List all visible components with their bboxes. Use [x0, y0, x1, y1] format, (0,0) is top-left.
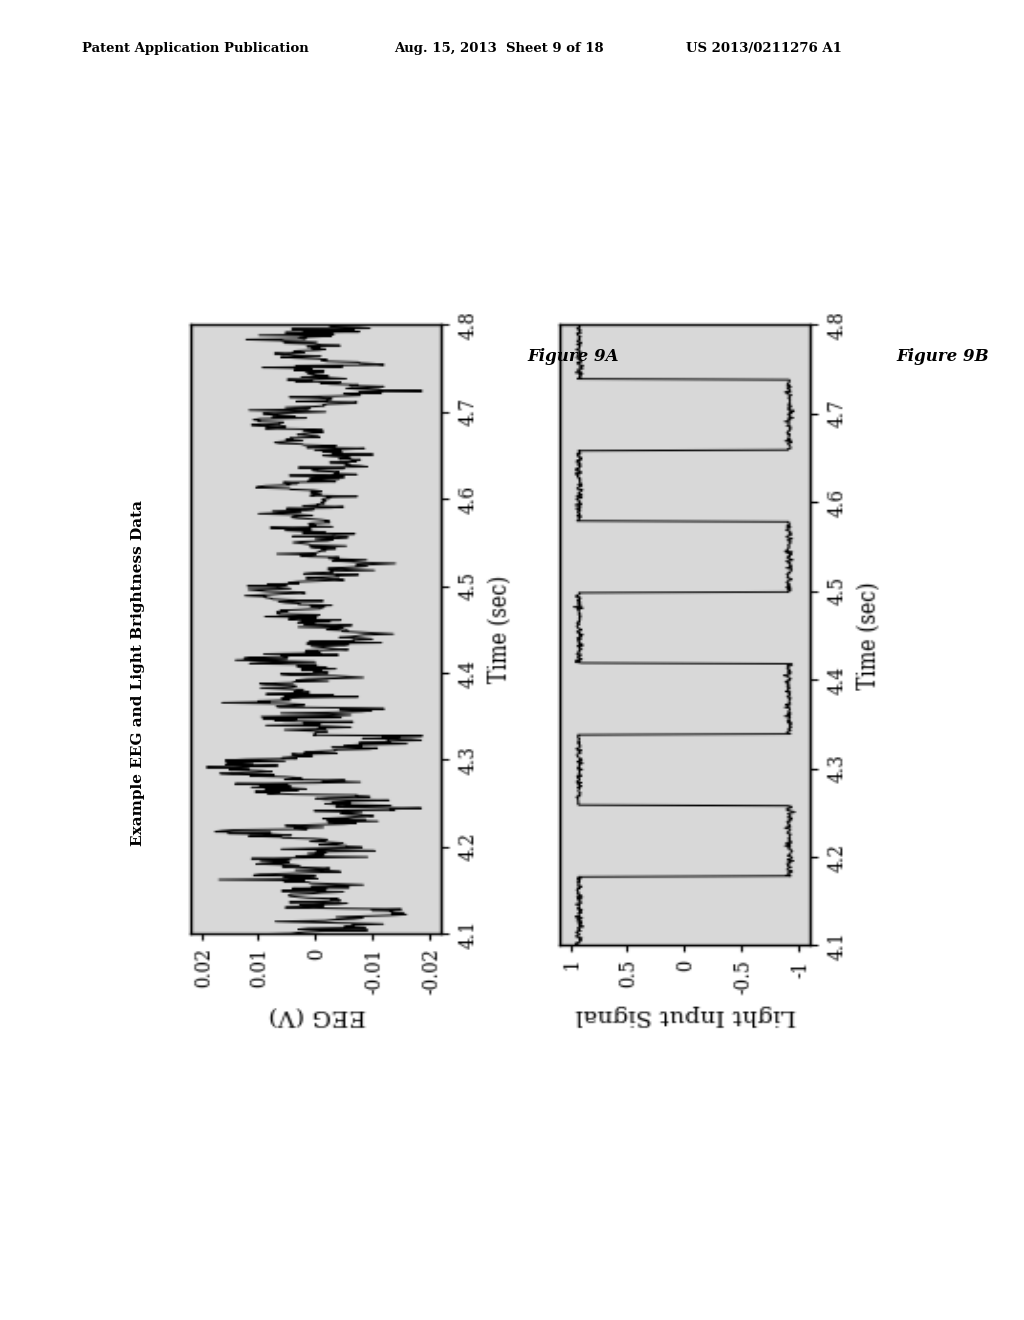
Text: Example EEG and Light Brightness Data: Example EEG and Light Brightness Data [131, 500, 145, 846]
Text: US 2013/0211276 A1: US 2013/0211276 A1 [686, 42, 842, 55]
Text: Figure 9B: Figure 9B [896, 348, 988, 364]
Text: Patent Application Publication: Patent Application Publication [82, 42, 308, 55]
Text: Figure 9A: Figure 9A [527, 348, 618, 364]
Text: Aug. 15, 2013  Sheet 9 of 18: Aug. 15, 2013 Sheet 9 of 18 [394, 42, 604, 55]
